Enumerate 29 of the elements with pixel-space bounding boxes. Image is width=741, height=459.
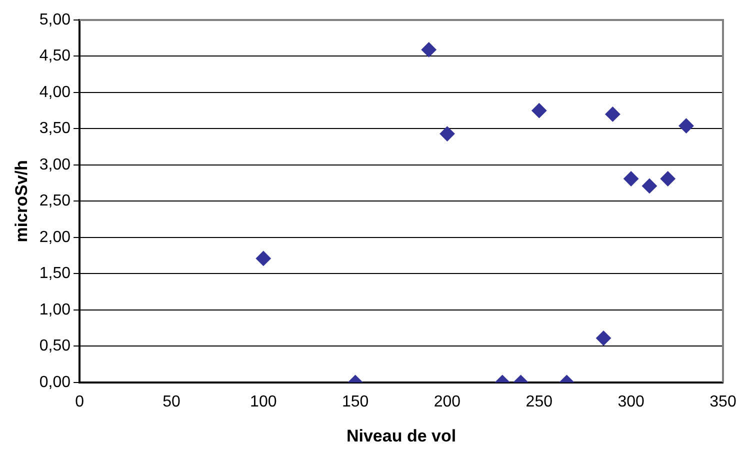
- x-tick-label: 250: [526, 393, 553, 410]
- y-tick-label: 3,00: [39, 156, 71, 174]
- y-axis-title: microSv/h: [12, 160, 31, 242]
- y-tick-label: 1,50: [39, 265, 71, 282]
- y-tick-label: 1,00: [39, 301, 71, 318]
- y-tick-label: 4,00: [39, 84, 71, 101]
- x-tick-label: 350: [710, 393, 736, 410]
- y-tick-label: 2,00: [39, 228, 71, 246]
- point: [605, 106, 620, 122]
- point: [624, 171, 639, 186]
- y-tick-label: 3,50: [39, 120, 71, 138]
- x-tick-label: 300: [618, 393, 645, 410]
- point: [678, 118, 694, 134]
- y-tick-label: 0,00: [39, 374, 71, 391]
- point: [660, 171, 676, 186]
- point: [532, 103, 547, 118]
- point: [642, 178, 657, 194]
- x-tick-label: 0: [75, 393, 84, 410]
- y-tick-label: 0,50: [39, 338, 71, 355]
- point: [421, 42, 436, 58]
- y-tick-label: 5,00: [39, 11, 71, 28]
- x-tick-label: 200: [434, 393, 461, 410]
- x-tick-label: 50: [162, 393, 180, 410]
- x-tick-label: 100: [250, 393, 277, 410]
- y-tick-label: 4,50: [39, 48, 71, 65]
- x-tick-label: 150: [342, 393, 369, 410]
- x-axis-title: Niveau de vol: [346, 426, 456, 446]
- y-tick-label: 2,50: [39, 192, 71, 210]
- point: [440, 126, 455, 142]
